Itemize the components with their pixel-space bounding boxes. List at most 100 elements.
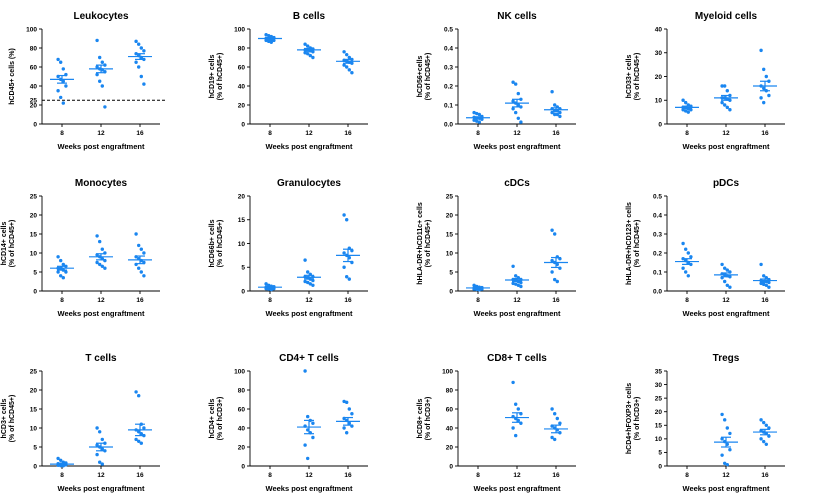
data-point [553,412,557,416]
y-tick-label: 0.0 [444,121,453,128]
data-point [511,264,515,268]
data-point [61,101,65,105]
panel-title: Tregs [713,353,740,364]
panel-title: Myeloid cells [695,11,758,22]
data-point [516,283,520,287]
data-point [134,390,138,394]
data-point [681,241,685,246]
data-point [555,416,559,421]
x-axis-label: Weeks post engraftment [683,484,770,493]
data-point [514,402,518,406]
data-point [342,50,346,54]
data-point [306,270,310,274]
data-point [342,213,346,217]
panel-leukocytes: Leukocytes 0 20 40 60 80 100 25 8 12 16 Weeks post … [9,11,166,151]
data-point [264,33,268,37]
data-point [142,82,146,86]
data-point [725,426,729,430]
data-point [345,218,349,222]
data-point [311,435,315,440]
x-tick-label: 12 [305,130,313,137]
data-point [511,80,515,84]
y-axis-label: (% of hCD3+) [425,397,432,441]
data-point [303,369,307,373]
data-point [95,234,99,238]
y-tick-label: 80 [30,45,38,52]
panel-title: pDCs [713,178,740,189]
data-point [728,431,732,436]
y-tick-label: 100 [234,26,245,33]
x-tick-label: 8 [685,472,689,479]
data-point [100,84,105,88]
x-axis-label: Weeks post engraftment [266,142,353,151]
data-point [95,38,99,43]
data-point [345,65,349,69]
data-point [137,42,141,46]
data-point [519,120,523,124]
y-axis-label: (% of hCD45+) [425,220,432,268]
data-point [59,95,63,100]
data-point [516,407,520,411]
y-axis-label: hHLA-DR+hCD123+ cells [626,202,633,285]
data-point [514,110,518,115]
y-tick-label: 15 [30,231,38,238]
data-point [311,55,315,60]
x-axis-label: Weeks post engraftment [58,309,145,318]
x-tick-label: 16 [344,472,352,479]
data-point [100,264,105,268]
y-tick-label: 100 [234,368,245,375]
data-point [100,437,105,442]
data-point [137,65,141,69]
data-point [56,89,60,93]
y-axis-label: hCD4+ cells [209,398,216,438]
data-point [103,266,107,270]
y-tick-label: 40 [238,83,246,90]
reference-tick-label: 25 [30,98,38,105]
data-point [98,262,102,267]
x-tick-label: 16 [761,297,769,304]
data-point [762,420,766,425]
y-axis-label: (% of hCD45+) [217,220,224,268]
y-axis-label: (% of hCD45+) [9,395,16,443]
y-axis-label: hHLA-DR+hCD11c+ cells [417,202,424,285]
data-point [269,287,273,292]
data-point [550,228,554,232]
data-point [725,283,729,287]
data-point [723,84,727,88]
y-tick-label: 0 [33,288,37,295]
y-tick-label: 100 [26,26,37,33]
y-tick-label: 25 [446,193,454,200]
y-tick-label: 20 [238,193,246,200]
data-point [514,282,518,286]
data-point [95,65,99,69]
data-point [767,285,771,289]
y-tick-label: 0 [33,121,37,128]
y-tick-label: 20 [30,387,38,394]
data-point [100,247,105,251]
data-point [514,274,518,278]
panel-cd8-t-cells: CD8+ T cells 0 20 40 60 80 100 8 12 16 Weeks post … [417,353,576,493]
data-point [514,433,518,438]
y-axis-label: hCD8+ cells [417,398,424,438]
data-point [142,426,146,430]
y-axis-label: hCD45+ cells (%) [9,48,16,105]
x-tick-label: 16 [344,297,352,304]
x-tick-label: 8 [685,297,689,304]
y-tick-label: 25 [30,368,38,375]
x-tick-label: 12 [97,472,105,479]
panel-title: Monocytes [75,178,128,189]
panel-title: cDCs [504,178,530,189]
y-axis-label: hCD66b+ cells [209,219,216,267]
data-point [347,277,351,281]
panel-t-cells: T cells 0 5 10 15 20 25 8 12 16 Weeks post engraft… [1,353,160,493]
data-point [477,120,481,124]
data-point [139,74,143,79]
y-axis-label: hCD33+ cells [626,55,633,99]
data-point [56,270,60,274]
y-tick-label: 80 [446,387,454,394]
data-point [511,380,515,385]
data-point [550,435,554,440]
y-tick-label: 10 [446,250,454,257]
data-point [61,67,65,71]
data-point [759,96,763,100]
